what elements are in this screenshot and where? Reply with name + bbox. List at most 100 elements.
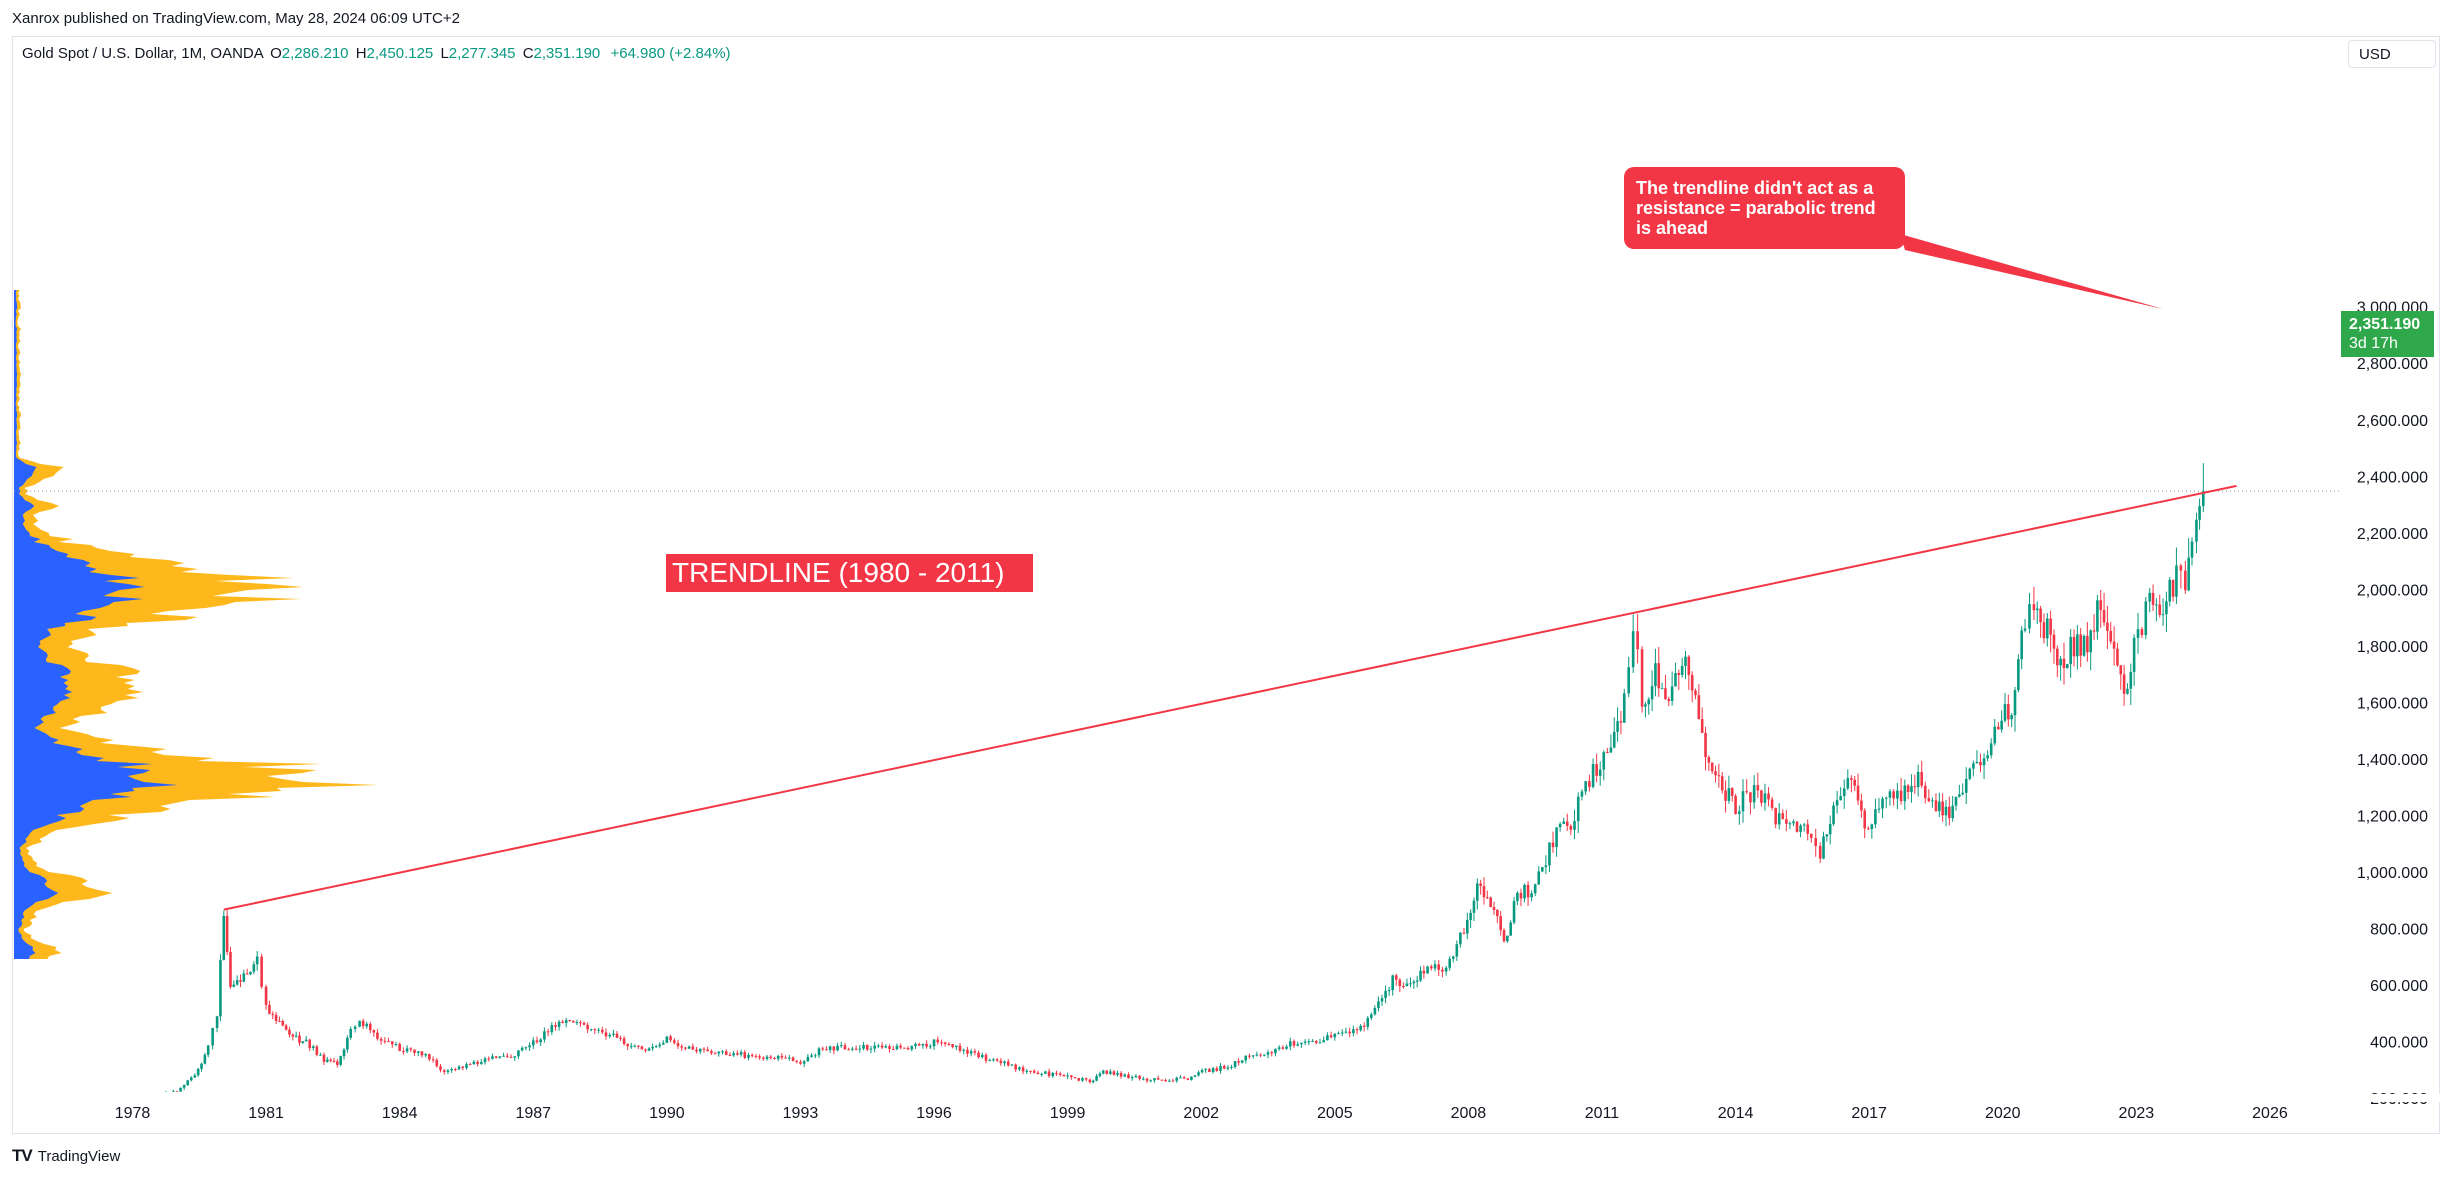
candle-body (651, 1046, 654, 1049)
candle-body (1193, 1075, 1197, 1077)
candle-body (189, 1077, 193, 1081)
candle-body (1370, 1014, 1373, 1019)
candle-body (1003, 1061, 1006, 1064)
candle-body (2052, 634, 2056, 649)
candle-body (239, 980, 242, 982)
candle-body (1233, 1061, 1237, 1067)
candle-body (1101, 1070, 1105, 1074)
candle-body (1496, 909, 1499, 917)
candle-body (278, 1020, 281, 1022)
candle-body (828, 1046, 832, 1051)
candle-body (1437, 964, 1441, 970)
candle-body (851, 1048, 854, 1050)
candle-body (1476, 883, 1479, 901)
candle-body (2198, 506, 2201, 520)
candle-body (2045, 618, 2049, 639)
candle-body (1781, 813, 1785, 820)
candle-body (1433, 964, 1437, 969)
candle-body (597, 1029, 600, 1031)
candle-body (2171, 579, 2175, 597)
candle-body (1818, 846, 1822, 859)
candle-body (1130, 1077, 1134, 1079)
bar-countdown: 3d 17h (2349, 335, 2398, 352)
volume-profile (14, 290, 379, 959)
candle-body (821, 1048, 825, 1050)
candle-body (336, 1061, 339, 1065)
candle-body (193, 1075, 197, 1078)
candle-body (1989, 743, 1993, 756)
candle-body (958, 1045, 962, 1051)
candle-body (612, 1033, 615, 1035)
candle-body (1986, 755, 1989, 759)
candle-body (2089, 630, 2093, 653)
candle-body (966, 1049, 969, 1054)
candle-body (1938, 801, 1941, 812)
candle-body (372, 1030, 376, 1033)
candle-body (264, 986, 268, 1005)
candle-body (358, 1020, 361, 1027)
candle-body (1850, 778, 1853, 780)
candle-body (784, 1057, 787, 1059)
candle-body (1622, 693, 1626, 723)
candle-body (873, 1045, 876, 1049)
candle-body (1920, 771, 1924, 786)
candle-body (1051, 1072, 1055, 1077)
candle-body (1018, 1067, 1021, 1070)
candle-body (917, 1043, 921, 1046)
candle-body (1419, 970, 1422, 981)
candle-body (1073, 1077, 1077, 1079)
candle-body (153, 1097, 156, 1100)
candle-body (439, 1066, 442, 1071)
tradingview-logo-icon: TV (12, 1146, 33, 1165)
candle-body (929, 1046, 932, 1048)
candle-body (2032, 604, 2036, 611)
candle-body (695, 1049, 698, 1052)
candle-body (1888, 791, 1892, 798)
candle-body (1777, 813, 1781, 825)
candle-body (862, 1044, 865, 1049)
candle-body (1741, 791, 1745, 812)
candle-body (2035, 608, 2039, 611)
candle-body (1964, 778, 1968, 793)
candle-body (802, 1061, 806, 1064)
candle-body (1502, 930, 1506, 942)
candle-body (810, 1055, 813, 1057)
candle-body (294, 1035, 298, 1037)
candle-body (1670, 686, 1674, 701)
candle-body (1058, 1073, 1062, 1075)
candle-body (517, 1050, 520, 1057)
candle-body (1409, 983, 1412, 985)
candle-body (1770, 799, 1774, 808)
x-tick-label: 2011 (1585, 1105, 1620, 1122)
candle-body (736, 1053, 739, 1055)
candle-body (1530, 893, 1533, 898)
candle-body (1809, 833, 1813, 839)
candle-body (637, 1045, 640, 1047)
candle-body (1444, 967, 1448, 972)
candle-body (732, 1053, 735, 1056)
last-price-value: 2,351.190 (2349, 316, 2421, 333)
candle-body (1211, 1068, 1215, 1073)
candle-body (329, 1059, 332, 1061)
candle-body (1362, 1025, 1366, 1027)
candle-body (2079, 634, 2082, 656)
open-key: O (270, 45, 282, 62)
x-tick-label: 1990 (649, 1105, 685, 1122)
currency-button[interactable]: USD (2348, 40, 2436, 68)
candle-body (906, 1047, 910, 1050)
candle-body (249, 971, 252, 975)
candle-body (513, 1056, 517, 1058)
candle-body (1509, 922, 1513, 936)
x-tick-label: 2008 (1451, 1105, 1487, 1122)
candle-body (2028, 604, 2031, 629)
trendline-label: TRENDLINE (1980 - 2011) (666, 554, 1033, 592)
candle-body (940, 1042, 943, 1044)
candle-body (1098, 1073, 1102, 1077)
candle-body (461, 1066, 465, 1068)
candle-body (702, 1048, 706, 1050)
candle-body (1482, 886, 1486, 898)
candle-body (2049, 618, 2052, 635)
candle-body (1537, 871, 1541, 885)
candle-body (832, 1046, 836, 1051)
